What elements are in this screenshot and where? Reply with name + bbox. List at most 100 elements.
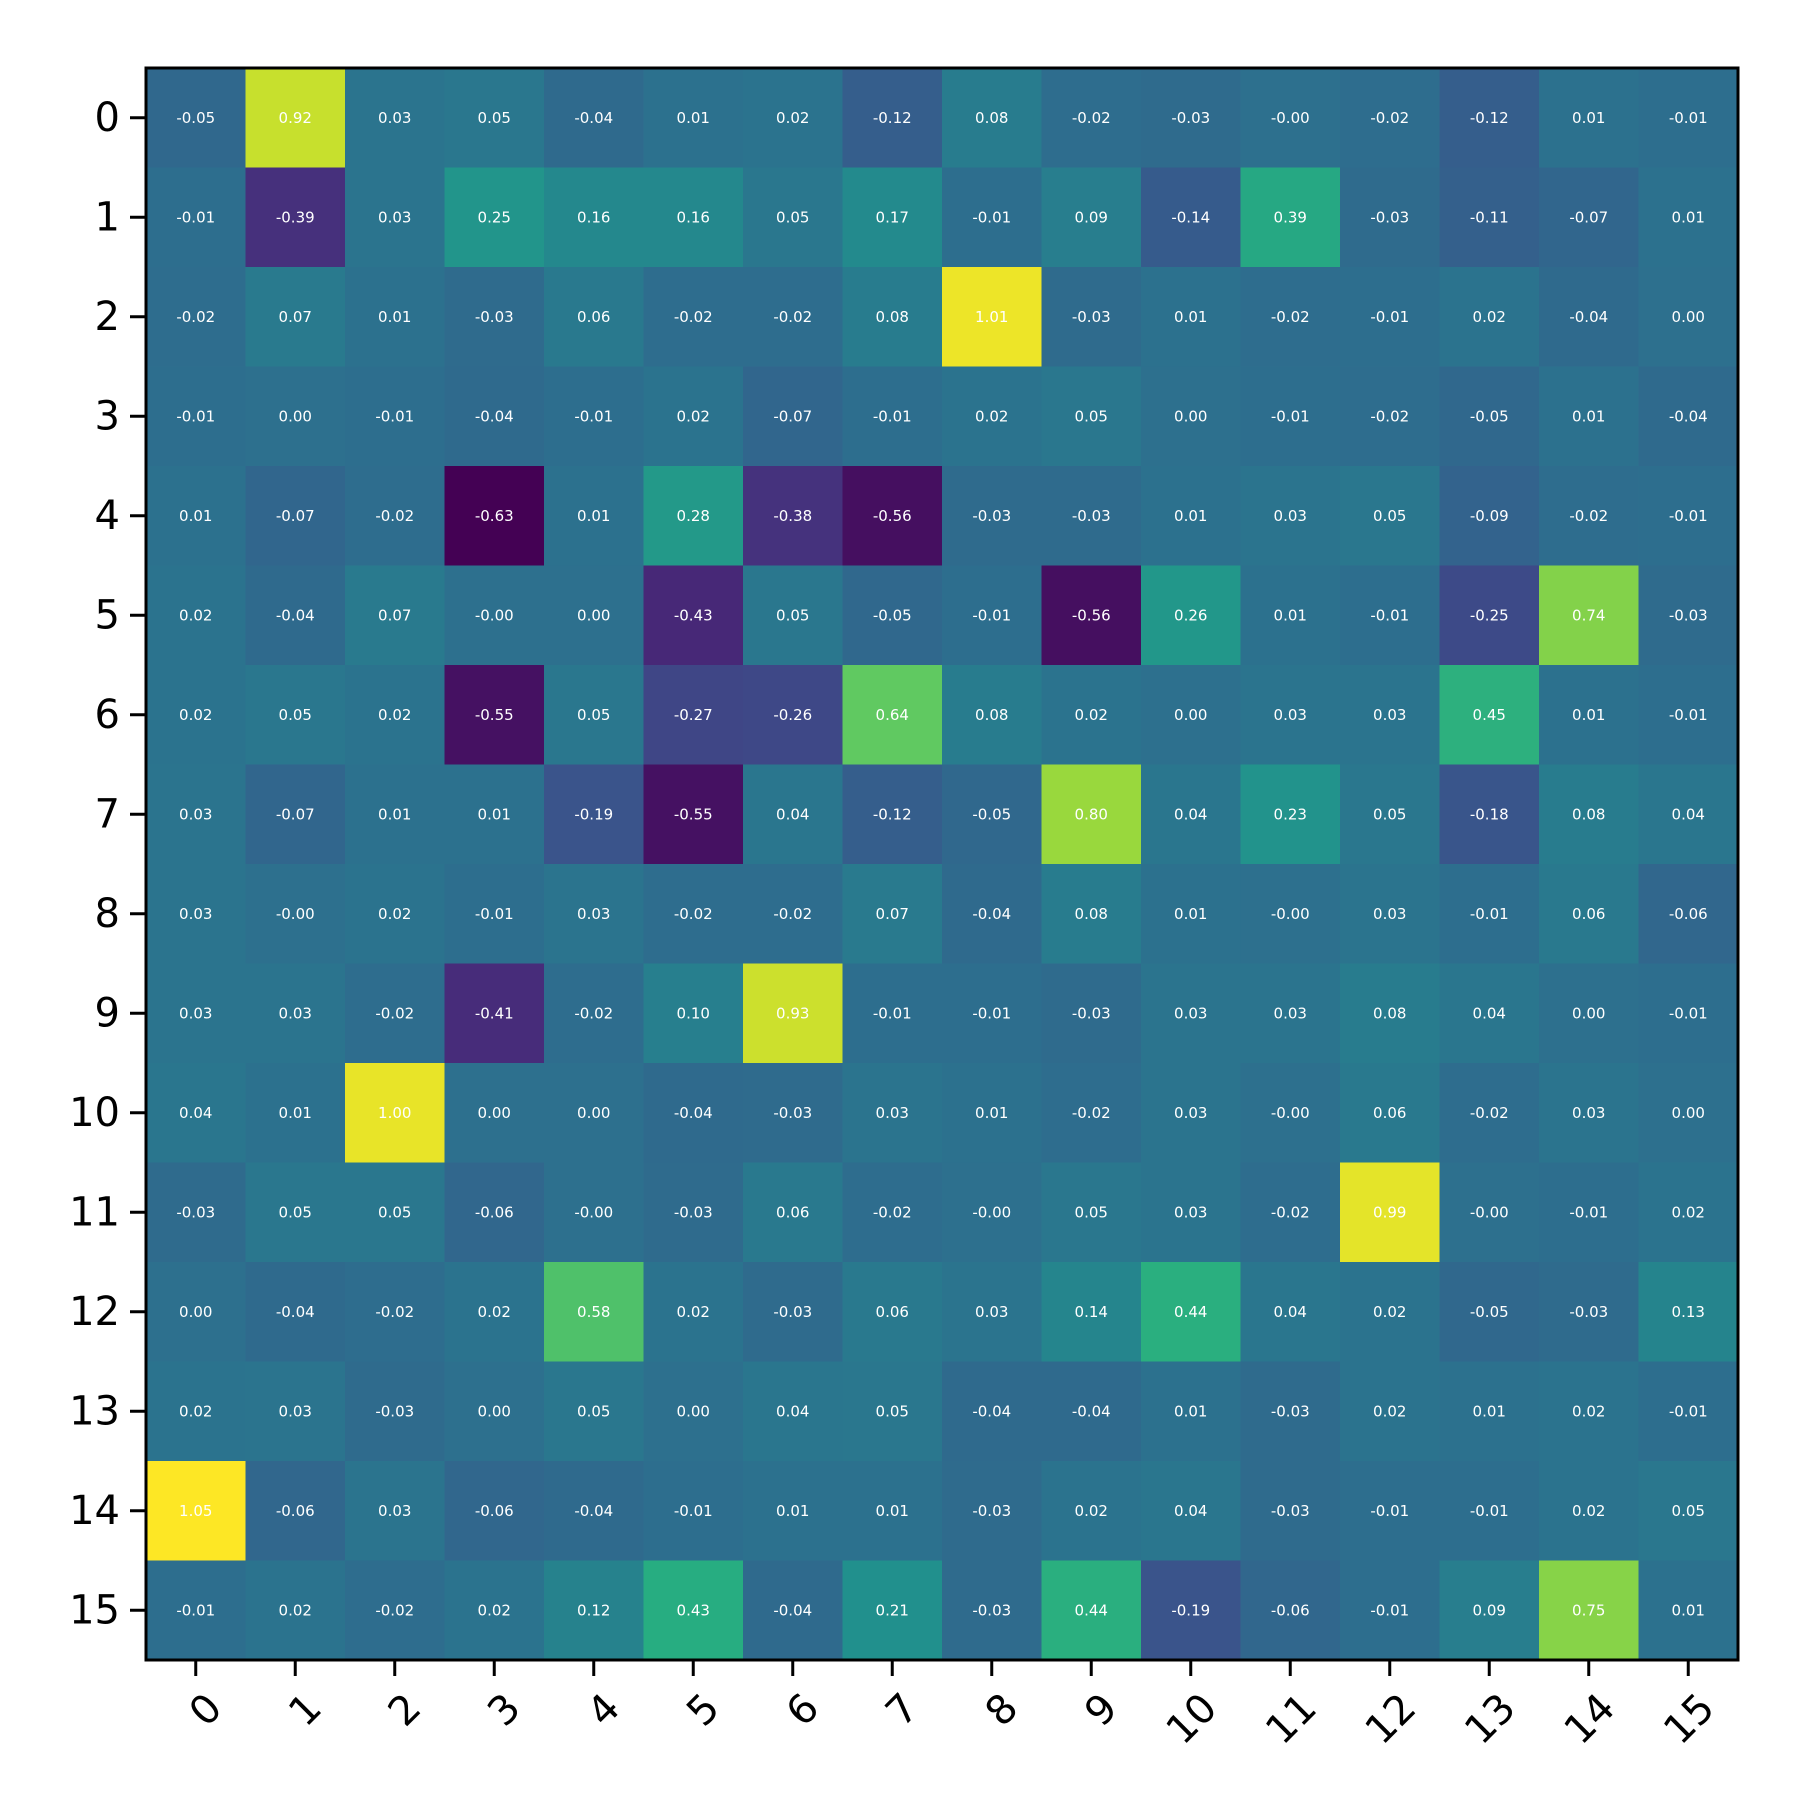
- heatmap-cell-12-8: [942, 1262, 1043, 1363]
- heatmap-cell-3-12: [1340, 366, 1441, 467]
- cell-value-label-7-12: 0.05: [1373, 805, 1406, 823]
- heatmap-cell-14-8: [942, 1461, 1043, 1562]
- cell-value-label-2-8: 1.01: [975, 308, 1008, 326]
- cell-value-label-1-11: 0.39: [1274, 208, 1307, 226]
- y-tick-label-15: 15: [69, 1587, 120, 1633]
- heatmap-cell-0-8: [942, 68, 1043, 169]
- heatmap-cell-0-15: [1638, 68, 1739, 169]
- cell-value-label-9-14: 0.00: [1572, 1004, 1605, 1022]
- cell-value-label-5-8: -0.01: [972, 606, 1011, 624]
- heatmap-cell-labels: -0.05 0.92 0.03 0.05 -0.04 0.01 0.02 -0.12 0.08 -…: [176, 109, 1707, 1620]
- cell-value-label-6-11: 0.03: [1274, 706, 1307, 724]
- cell-value-label-2-12: -0.01: [1370, 308, 1409, 326]
- x-tick-label-1: 1: [280, 1685, 331, 1736]
- heatmap-cell-2-4: [544, 267, 645, 368]
- cell-value-label-9-9: -0.03: [1072, 1004, 1111, 1022]
- cell-value-label-6-12: 0.03: [1373, 706, 1406, 724]
- cell-value-label-1-7: 0.17: [876, 208, 909, 226]
- cell-value-label-6-14: 0.01: [1572, 706, 1605, 724]
- heatmap-cell-12-2: [345, 1262, 446, 1363]
- cell-value-label-2-15: 0.00: [1672, 308, 1705, 326]
- heatmap-cell-1-7: [842, 167, 943, 268]
- heatmap-cell-9-6: [743, 963, 844, 1064]
- x-tick-label-2: 2: [380, 1685, 431, 1736]
- cell-value-label-8-13: -0.01: [1470, 905, 1509, 923]
- heatmap-cell-13-4: [544, 1361, 645, 1462]
- cell-value-label-10-10: 0.03: [1174, 1104, 1207, 1122]
- cell-value-label-12-0: 0.00: [179, 1303, 212, 1321]
- cell-value-label-12-11: 0.04: [1274, 1303, 1307, 1321]
- cell-value-label-11-12: 0.99: [1373, 1203, 1406, 1221]
- cell-value-label-11-13: -0.00: [1470, 1203, 1509, 1221]
- cell-value-label-1-12: -0.03: [1370, 208, 1409, 226]
- cell-value-label-11-7: -0.02: [873, 1203, 912, 1221]
- y-tick-label-0: 0: [95, 95, 120, 141]
- heatmap-cell-8-6: [743, 864, 844, 965]
- heatmap-cell-3-5: [643, 366, 744, 467]
- heatmap-cell-1-2: [345, 167, 446, 268]
- heatmap-cell-7-2: [345, 764, 446, 865]
- heatmap-cell-0-11: [1240, 68, 1341, 169]
- heatmap-cell-7-8: [942, 764, 1043, 865]
- cell-value-label-3-12: -0.02: [1370, 407, 1409, 425]
- heatmap-cell-6-15: [1638, 665, 1739, 766]
- cell-value-label-2-5: -0.02: [674, 308, 713, 326]
- heatmap-cell-14-15: [1638, 1461, 1739, 1562]
- heatmap-cell-0-10: [1141, 68, 1242, 169]
- heatmap-cell-14-2: [345, 1461, 446, 1562]
- heatmap-cell-2-5: [643, 267, 744, 368]
- heatmap-cell-2-8: [942, 267, 1043, 368]
- cell-value-label-12-8: 0.03: [975, 1303, 1008, 1321]
- heatmap-cell-13-0: [146, 1361, 247, 1462]
- heatmap-cell-15-3: [444, 1560, 545, 1661]
- heatmap-cell-2-10: [1141, 267, 1242, 368]
- y-tick-label-2: 2: [95, 294, 120, 340]
- cell-value-label-7-15: 0.04: [1672, 805, 1705, 823]
- cell-value-label-9-4: -0.02: [574, 1004, 613, 1022]
- heatmap-cell-1-13: [1439, 167, 1540, 268]
- cell-value-label-7-7: -0.12: [873, 805, 912, 823]
- cell-value-label-10-3: 0.00: [478, 1104, 511, 1122]
- cell-value-label-8-11: -0.00: [1271, 905, 1310, 923]
- heatmap-cell-2-7: [842, 267, 943, 368]
- heatmap-cell-14-9: [1041, 1461, 1142, 1562]
- x-tick-label-7: 7: [877, 1685, 928, 1736]
- heatmap-cell-9-5: [643, 963, 744, 1064]
- cell-value-label-6-9: 0.02: [1075, 706, 1108, 724]
- heatmap-cell-13-5: [643, 1361, 744, 1462]
- heatmap-cell-11-2: [345, 1162, 446, 1263]
- heatmap-cell-5-2: [345, 565, 446, 666]
- heatmap-cell-4-12: [1340, 466, 1441, 567]
- heatmap-cell-5-4: [544, 565, 645, 666]
- cell-value-label-15-15: 0.01: [1672, 1601, 1705, 1619]
- cell-value-label-1-6: 0.05: [776, 208, 809, 226]
- cell-value-label-14-14: 0.02: [1572, 1502, 1605, 1520]
- y-tick-label-13: 13: [69, 1388, 120, 1434]
- cell-value-label-15-11: -0.06: [1271, 1601, 1310, 1619]
- cell-value-label-7-9: 0.80: [1075, 805, 1108, 823]
- heatmap-cell-10-11: [1240, 1063, 1341, 1164]
- cell-value-label-12-15: 0.13: [1672, 1303, 1705, 1321]
- heatmap-cell-14-1: [245, 1461, 346, 1562]
- cell-value-label-4-14: -0.02: [1569, 507, 1608, 525]
- cell-value-label-1-0: -0.01: [176, 208, 215, 226]
- cell-value-label-11-2: 0.05: [378, 1203, 411, 1221]
- heatmap-cell-11-9: [1041, 1162, 1142, 1263]
- cell-value-label-3-4: -0.01: [574, 407, 613, 425]
- heatmap-cell-7-4: [544, 764, 645, 865]
- heatmap-cell-0-4: [544, 68, 645, 169]
- cell-value-label-10-1: 0.01: [279, 1104, 312, 1122]
- cell-value-label-0-14: 0.01: [1572, 109, 1605, 127]
- cell-value-label-11-3: -0.06: [475, 1203, 514, 1221]
- heatmap-cell-12-0: [146, 1262, 247, 1363]
- cell-value-label-15-12: -0.01: [1370, 1601, 1409, 1619]
- cell-value-label-13-10: 0.01: [1174, 1402, 1207, 1420]
- cell-value-label-9-12: 0.08: [1373, 1004, 1406, 1022]
- heatmap-cell-4-2: [345, 466, 446, 567]
- heatmap-cell-14-13: [1439, 1461, 1540, 1562]
- heatmap-cell-15-1: [245, 1560, 346, 1661]
- cell-value-label-2-7: 0.08: [876, 308, 909, 326]
- cell-value-label-15-3: 0.02: [478, 1601, 511, 1619]
- cell-value-label-14-4: -0.04: [574, 1502, 613, 1520]
